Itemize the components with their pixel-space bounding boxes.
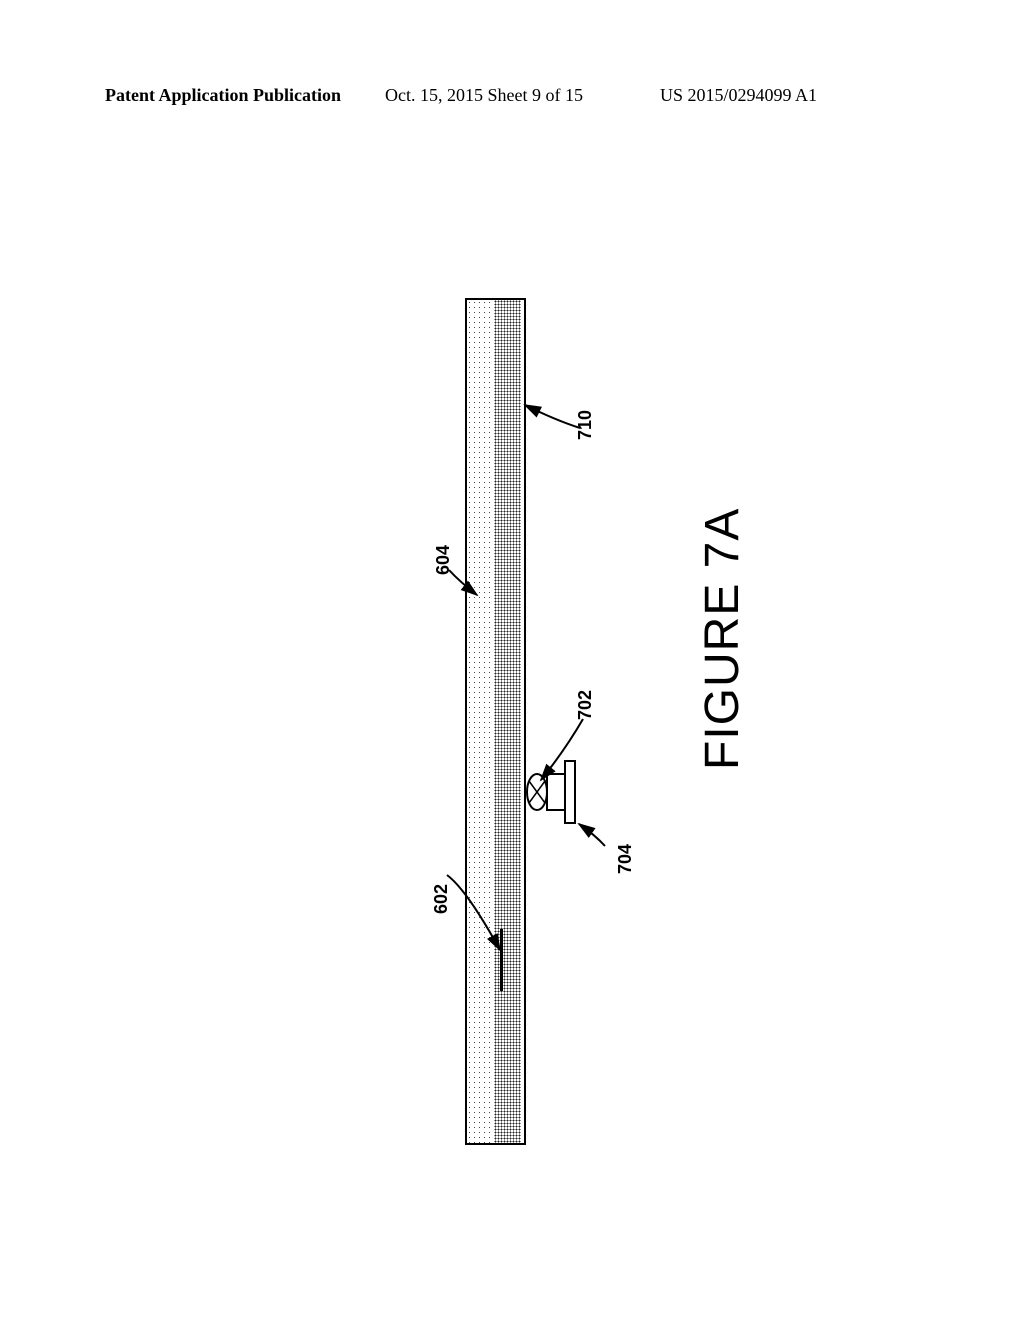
component-base-704 [565, 761, 575, 823]
layer-604-region [467, 300, 494, 1143]
label-710: 710 [575, 410, 596, 440]
leader-710 [525, 405, 580, 428]
label-702: 702 [575, 690, 596, 720]
label-604: 604 [433, 545, 454, 575]
layer-710-region [494, 300, 521, 1143]
header-pub-number: US 2015/0294099 A1 [660, 85, 817, 106]
cross-section-bar [465, 298, 526, 1145]
figure-caption: FIGURE 7A [695, 508, 750, 770]
component-body [547, 774, 565, 810]
header-date-sheet: Oct. 15, 2015 Sheet 9 of 15 [385, 85, 583, 106]
figure-frame: 602 604 702 704 710 FIGURE 7A [105, 130, 900, 1190]
label-602: 602 [431, 884, 452, 914]
embedded-element-602 [500, 929, 503, 991]
page: Patent Application Publication Oct. 15, … [0, 0, 1024, 1320]
header-publication: Patent Application Publication [105, 85, 341, 106]
label-704: 704 [615, 844, 636, 874]
